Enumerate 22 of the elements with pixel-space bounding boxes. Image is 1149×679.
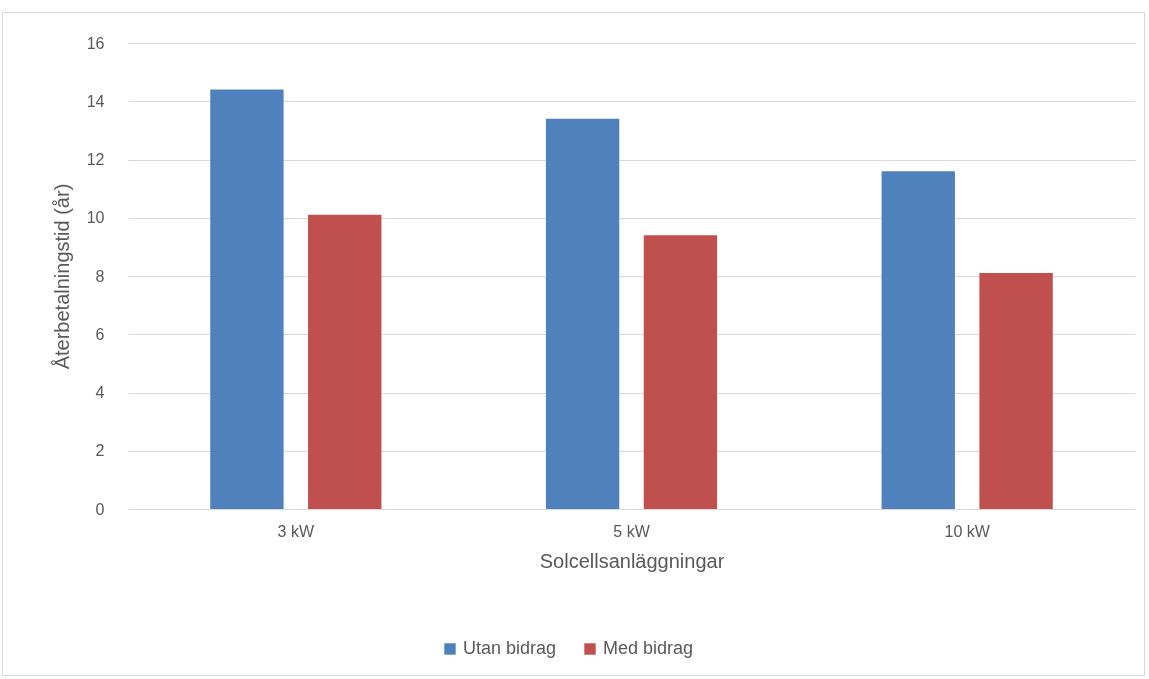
legend-label: Med bidrag [603, 638, 694, 658]
y-tick-label: 8 [95, 267, 105, 285]
y-tick-label: 16 [86, 34, 105, 52]
bar [545, 118, 620, 509]
y-tick-label: 12 [86, 151, 105, 168]
y-tick-label: 0 [95, 500, 105, 518]
x-tick-label: 10 kW [944, 522, 991, 540]
y-axis-title: Återbetalningstid (år) [50, 183, 73, 370]
y-tick-label: 10 [86, 209, 105, 227]
bar [979, 273, 1053, 509]
y-tick-label: 2 [95, 442, 105, 460]
y-tick-label: 4 [95, 384, 105, 401]
y-tick-label: 6 [95, 325, 105, 343]
bar [643, 235, 718, 509]
x-tick-label: 3 kW [277, 522, 315, 540]
legend-label: Utan bidrag [463, 638, 557, 658]
bar [210, 89, 284, 509]
bar [881, 171, 955, 509]
x-axis-title: Solcellsanläggningar [539, 549, 725, 572]
y-tick-label: 14 [86, 92, 105, 110]
x-tick-label: 5 kW [613, 522, 651, 540]
bar [308, 214, 382, 509]
